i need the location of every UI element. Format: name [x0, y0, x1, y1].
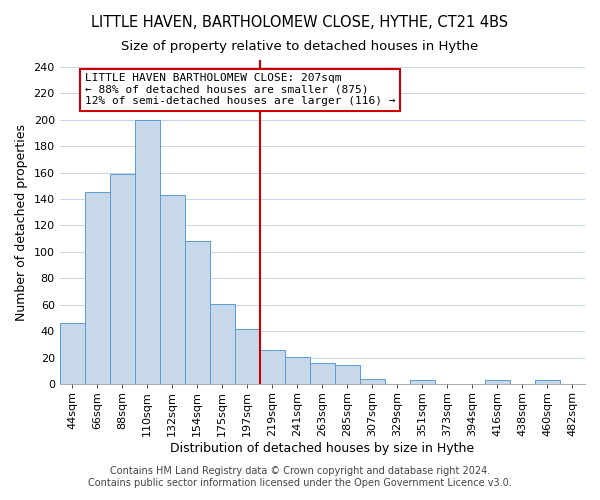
Bar: [410, 380, 435, 384]
Bar: [85, 192, 110, 384]
Bar: [310, 363, 335, 384]
Bar: [185, 242, 210, 384]
Text: LITTLE HAVEN BARTHOLOMEW CLOSE: 207sqm
← 88% of detached houses are smaller (875: LITTLE HAVEN BARTHOLOMEW CLOSE: 207sqm ←…: [85, 73, 395, 106]
X-axis label: Distribution of detached houses by size in Hythe: Distribution of detached houses by size …: [170, 442, 475, 455]
Bar: [360, 379, 385, 384]
Text: Contains HM Land Registry data © Crown copyright and database right 2024.
Contai: Contains HM Land Registry data © Crown c…: [88, 466, 512, 487]
Bar: [285, 356, 310, 384]
Bar: [59, 324, 85, 384]
Bar: [160, 195, 185, 384]
Bar: [110, 174, 135, 384]
Text: LITTLE HAVEN, BARTHOLOMEW CLOSE, HYTHE, CT21 4BS: LITTLE HAVEN, BARTHOLOMEW CLOSE, HYTHE, …: [91, 15, 509, 30]
Bar: [485, 380, 510, 384]
Bar: [335, 364, 360, 384]
Y-axis label: Number of detached properties: Number of detached properties: [15, 124, 28, 320]
Bar: [260, 350, 285, 384]
Bar: [535, 380, 560, 384]
Bar: [235, 329, 260, 384]
Bar: [135, 120, 160, 384]
Bar: [210, 304, 235, 384]
Text: Size of property relative to detached houses in Hythe: Size of property relative to detached ho…: [121, 40, 479, 53]
